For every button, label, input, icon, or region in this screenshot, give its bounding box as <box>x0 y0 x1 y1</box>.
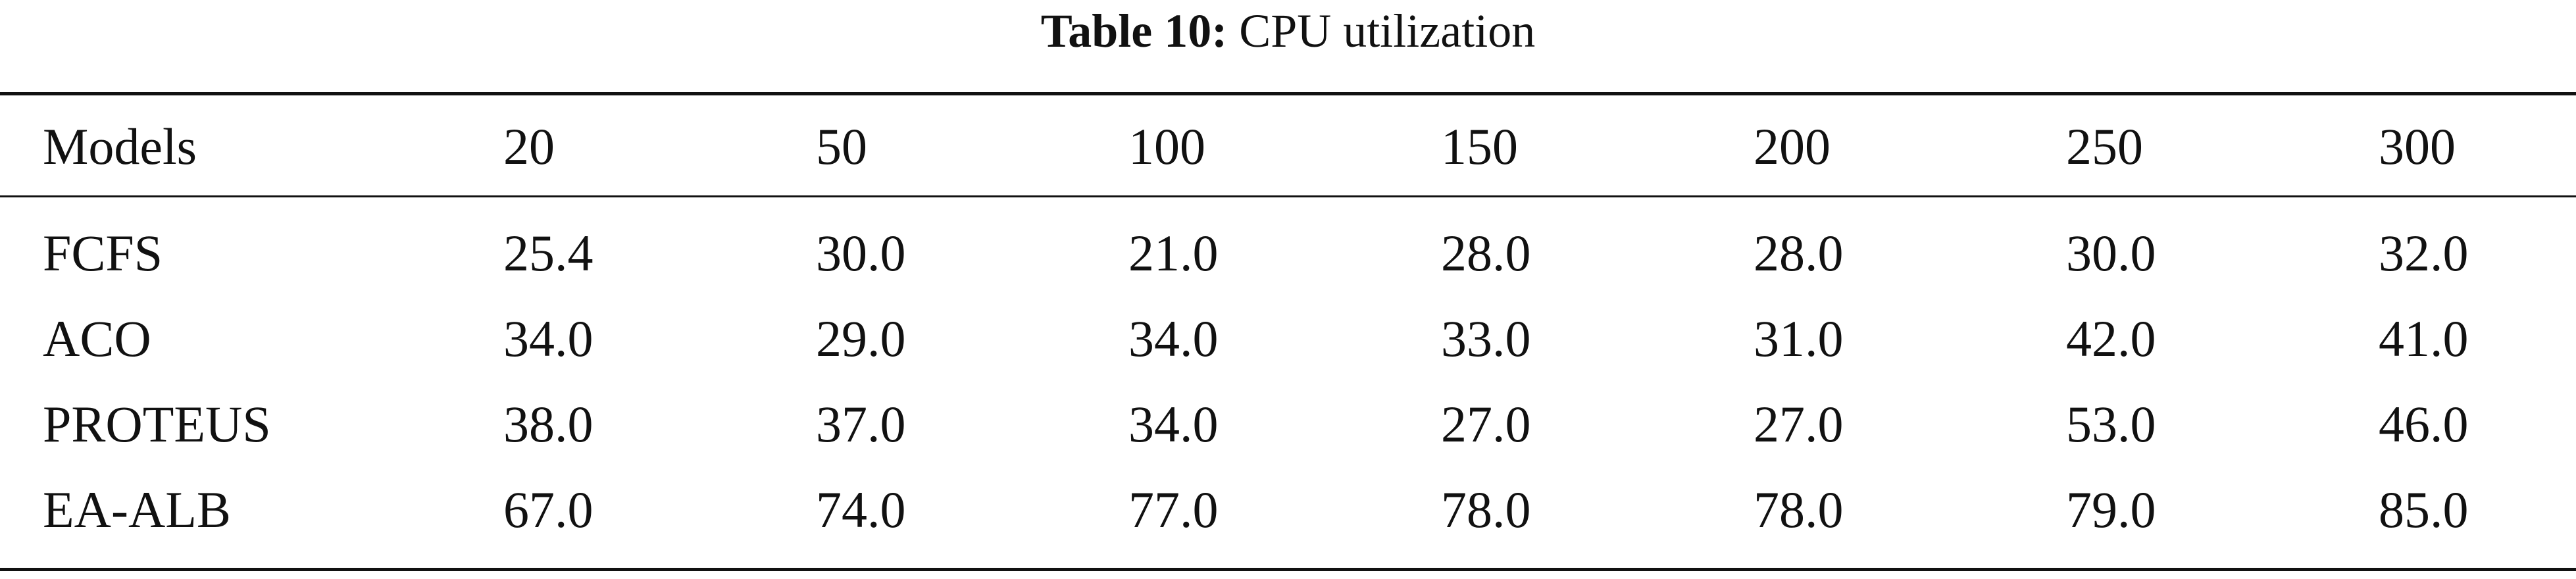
table-cell: 27.0 <box>1754 395 1844 453</box>
table-cell: 32.0 <box>2379 224 2469 282</box>
table-header-grid: Models 20 50 100 150 200 250 300 <box>0 105 2576 188</box>
table-header: Models 20 50 100 150 200 250 300 <box>0 105 2576 188</box>
table-cell: 78.0 <box>1754 481 1844 538</box>
row-model-name: EA-ALB <box>43 481 231 538</box>
table-bottom-rule <box>0 568 2576 571</box>
column-header-50: 50 <box>816 117 867 175</box>
column-header-200: 200 <box>1754 117 1831 175</box>
row-model-name: FCFS <box>43 224 163 282</box>
table-header-rule <box>0 195 2576 197</box>
table-cell: 67.0 <box>503 481 593 538</box>
table-cell: 53.0 <box>2066 395 2156 453</box>
column-header-models: Models <box>43 117 197 175</box>
table-cell: 74.0 <box>816 481 906 538</box>
column-header-250: 250 <box>2066 117 2143 175</box>
column-header-100: 100 <box>1128 117 1205 175</box>
table-cell: 33.0 <box>1441 310 1531 367</box>
table-cell: 30.0 <box>2066 224 2156 282</box>
table-cell: 42.0 <box>2066 310 2156 367</box>
table-cell: 37.0 <box>816 395 906 453</box>
table-row-proteus: PROTEUS 38.0 37.0 34.0 27.0 27.0 53.0 46… <box>0 382 2576 467</box>
table-cell: 77.0 <box>1128 481 1219 538</box>
table-row-fcfs: FCFS 25.4 30.0 21.0 28.0 28.0 30.0 32.0 <box>0 211 2576 296</box>
table-caption-title: CPU utilization <box>1239 5 1536 57</box>
table-cell: 78.0 <box>1441 481 1531 538</box>
column-header-150: 150 <box>1441 117 1518 175</box>
table-cell: 29.0 <box>816 310 906 367</box>
table-cell: 85.0 <box>2379 481 2469 538</box>
table-caption-label: Table 10: <box>1040 5 1228 57</box>
table-cell: 34.0 <box>1128 310 1219 367</box>
table-cell: 34.0 <box>1128 395 1219 453</box>
column-header-300: 300 <box>2379 117 2456 175</box>
table-cell: 79.0 <box>2066 481 2156 538</box>
table-top-rule <box>0 92 2576 95</box>
table-cell: 25.4 <box>503 224 593 282</box>
table-cell: 21.0 <box>1128 224 1219 282</box>
table-cell: 38.0 <box>503 395 593 453</box>
column-header-20: 20 <box>503 117 555 175</box>
row-model-name: ACO <box>43 310 151 367</box>
table-row-aco: ACO 34.0 29.0 34.0 33.0 31.0 42.0 41.0 <box>0 296 2576 382</box>
row-model-name: PROTEUS <box>43 395 271 453</box>
table-cell: 28.0 <box>1754 224 1844 282</box>
table-cell: 41.0 <box>2379 310 2469 367</box>
table-cell: 27.0 <box>1441 395 1531 453</box>
table-body-grid: FCFS 25.4 30.0 21.0 28.0 28.0 30.0 32.0 … <box>0 211 2576 553</box>
table-cell: 31.0 <box>1754 310 1844 367</box>
table-cell: 28.0 <box>1441 224 1531 282</box>
table-row-ea-alb: EA-ALB 67.0 74.0 77.0 78.0 78.0 79.0 85.… <box>0 467 2576 553</box>
table-cell: 34.0 <box>503 310 593 367</box>
table-cell: 46.0 <box>2379 395 2469 453</box>
table-caption: Table 10: CPU utilization <box>0 0 2576 76</box>
header-row: Models 20 50 100 150 200 250 300 <box>0 105 2576 188</box>
table-cell: 30.0 <box>816 224 906 282</box>
